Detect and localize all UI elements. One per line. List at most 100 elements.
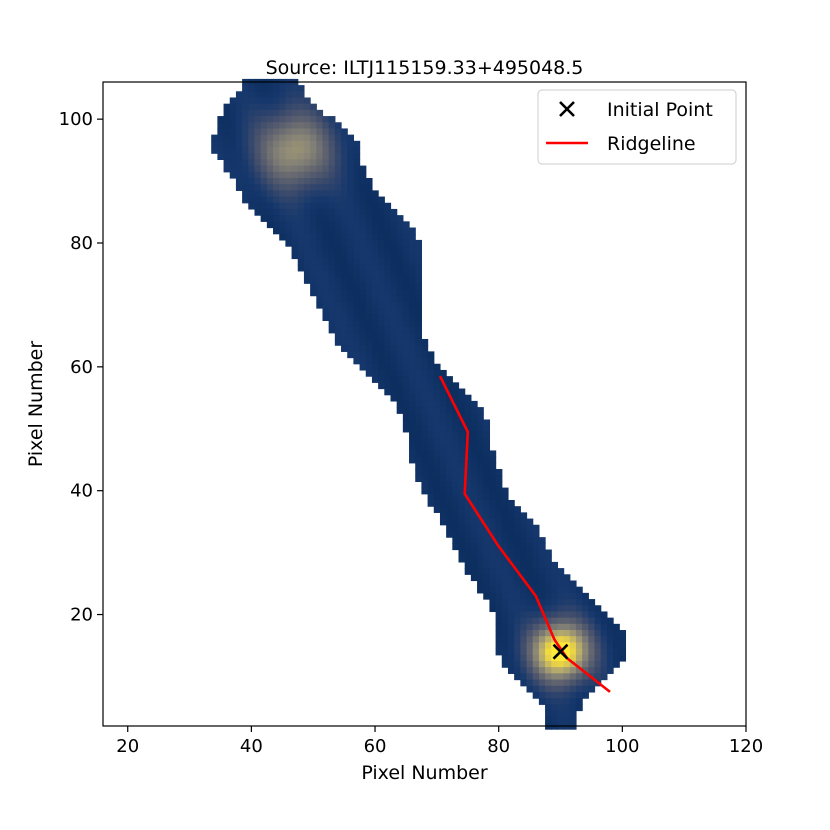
heatmap-pixel bbox=[390, 314, 398, 321]
heatmap-pixel bbox=[310, 202, 317, 210]
heatmap-pixel bbox=[365, 190, 373, 198]
heatmap-pixel bbox=[464, 543, 472, 551]
heatmap-pixel bbox=[328, 289, 336, 297]
heatmap-pixel bbox=[316, 301, 324, 309]
heatmap-pixel bbox=[260, 177, 268, 185]
heatmap-pixel bbox=[328, 258, 336, 266]
heatmap-pixel bbox=[384, 357, 392, 365]
heatmap-pixel bbox=[402, 246, 410, 253]
heatmap-pixel bbox=[501, 605, 509, 613]
heatmap-pixel bbox=[501, 512, 509, 520]
heatmap-pixel bbox=[619, 642, 627, 650]
heatmap-pixel bbox=[415, 400, 423, 408]
heatmap-pixel bbox=[341, 227, 348, 235]
heatmap-pixel bbox=[409, 338, 416, 346]
heatmap-pixel bbox=[501, 592, 509, 600]
heatmap-pixel bbox=[439, 493, 447, 501]
heatmap-pixel bbox=[489, 493, 497, 501]
heatmap-pixel bbox=[545, 654, 552, 662]
heatmap-pixel bbox=[532, 580, 540, 588]
heatmap-pixel bbox=[551, 574, 559, 582]
heatmap-pixel bbox=[575, 636, 583, 643]
heatmap-pixel bbox=[569, 648, 577, 656]
heatmap-pixel bbox=[266, 140, 274, 148]
heatmap-pixel bbox=[291, 252, 299, 260]
heatmap-pixel bbox=[520, 611, 528, 619]
heatmap-pixel bbox=[421, 462, 429, 470]
heatmap-pixel bbox=[402, 314, 410, 321]
heatmap-pixel bbox=[520, 592, 528, 600]
heatmap-pixel bbox=[322, 202, 330, 210]
heatmap-pixel bbox=[495, 512, 503, 520]
heatmap-pixel bbox=[532, 642, 540, 650]
heatmap-pixel bbox=[371, 190, 379, 198]
heatmap-pixel bbox=[310, 109, 317, 117]
heatmap-pixel bbox=[600, 667, 608, 674]
heatmap-pixel bbox=[235, 97, 243, 105]
heatmap-pixel bbox=[341, 140, 348, 148]
heatmap-pixel bbox=[347, 190, 354, 198]
heatmap-pixel bbox=[470, 499, 478, 507]
heatmap-pixel bbox=[365, 314, 373, 321]
heatmap-pixel bbox=[409, 456, 416, 464]
heatmap-pixel bbox=[538, 580, 546, 588]
heatmap-pixel bbox=[371, 270, 379, 278]
heatmap-pixel bbox=[594, 642, 602, 650]
heatmap-pixel bbox=[334, 264, 342, 272]
heatmap-pixel bbox=[285, 215, 293, 222]
heatmap-pixel bbox=[303, 159, 311, 167]
heatmap-pixel bbox=[229, 116, 237, 123]
heatmap-pixel bbox=[483, 574, 491, 582]
heatmap-pixel bbox=[390, 388, 398, 396]
heatmap-pixel bbox=[514, 599, 521, 606]
heatmap-pixel bbox=[495, 592, 503, 600]
heatmap-pixel bbox=[365, 221, 373, 229]
heatmap-pixel bbox=[489, 506, 497, 513]
heatmap-pixel bbox=[384, 338, 392, 346]
heatmap-pixel bbox=[409, 419, 416, 427]
heatmap-pixel bbox=[507, 530, 515, 538]
heatmap-pixel bbox=[378, 252, 385, 260]
heatmap-pixel bbox=[242, 171, 249, 179]
heatmap-pixel bbox=[285, 159, 293, 167]
heatmap-pixel bbox=[600, 654, 608, 662]
heatmap-pixel bbox=[359, 221, 367, 229]
heatmap-pixel bbox=[470, 462, 478, 470]
heatmap-pixel bbox=[365, 320, 373, 328]
heatmap-pixel bbox=[328, 184, 336, 191]
heatmap-pixel bbox=[538, 679, 546, 687]
heatmap-pixel bbox=[353, 351, 361, 359]
heatmap-pixel bbox=[569, 623, 577, 631]
heatmap-pixel bbox=[532, 549, 540, 557]
heatmap-pixel bbox=[396, 227, 404, 235]
heatmap-pixel bbox=[297, 227, 305, 235]
heatmap-pixel bbox=[371, 363, 379, 371]
heatmap-pixel bbox=[415, 308, 423, 315]
heatmap-pixel bbox=[483, 431, 491, 439]
heatmap-pixel bbox=[260, 153, 268, 160]
heatmap-pixel bbox=[532, 648, 540, 656]
heatmap-pixel bbox=[322, 264, 330, 272]
heatmap-pixel bbox=[365, 369, 373, 377]
heatmap-pixel bbox=[514, 506, 521, 513]
heatmap-pixel bbox=[551, 691, 559, 699]
heatmap-pixel bbox=[427, 425, 435, 433]
heatmap-pixel bbox=[495, 475, 503, 482]
heatmap-pixel bbox=[316, 134, 324, 142]
heatmap-pixel bbox=[347, 202, 354, 210]
heatmap-pixel bbox=[427, 487, 435, 495]
legend-box bbox=[537, 89, 737, 165]
heatmap-pixel bbox=[439, 425, 447, 433]
heatmap-pixel bbox=[316, 184, 324, 191]
heatmap-pixel bbox=[507, 630, 515, 637]
heatmap-pixel bbox=[260, 134, 268, 142]
heatmap-pixel bbox=[446, 530, 453, 538]
heatmap-pixel bbox=[606, 623, 614, 631]
heatmap-pixel bbox=[266, 215, 274, 222]
heatmap-pixel bbox=[421, 400, 429, 408]
heatmap-pixel bbox=[415, 326, 423, 334]
heatmap-pixel bbox=[353, 338, 361, 346]
heatmap-pixel bbox=[347, 283, 354, 291]
heatmap-pixel bbox=[341, 196, 348, 204]
heatmap-pixel bbox=[409, 252, 416, 260]
